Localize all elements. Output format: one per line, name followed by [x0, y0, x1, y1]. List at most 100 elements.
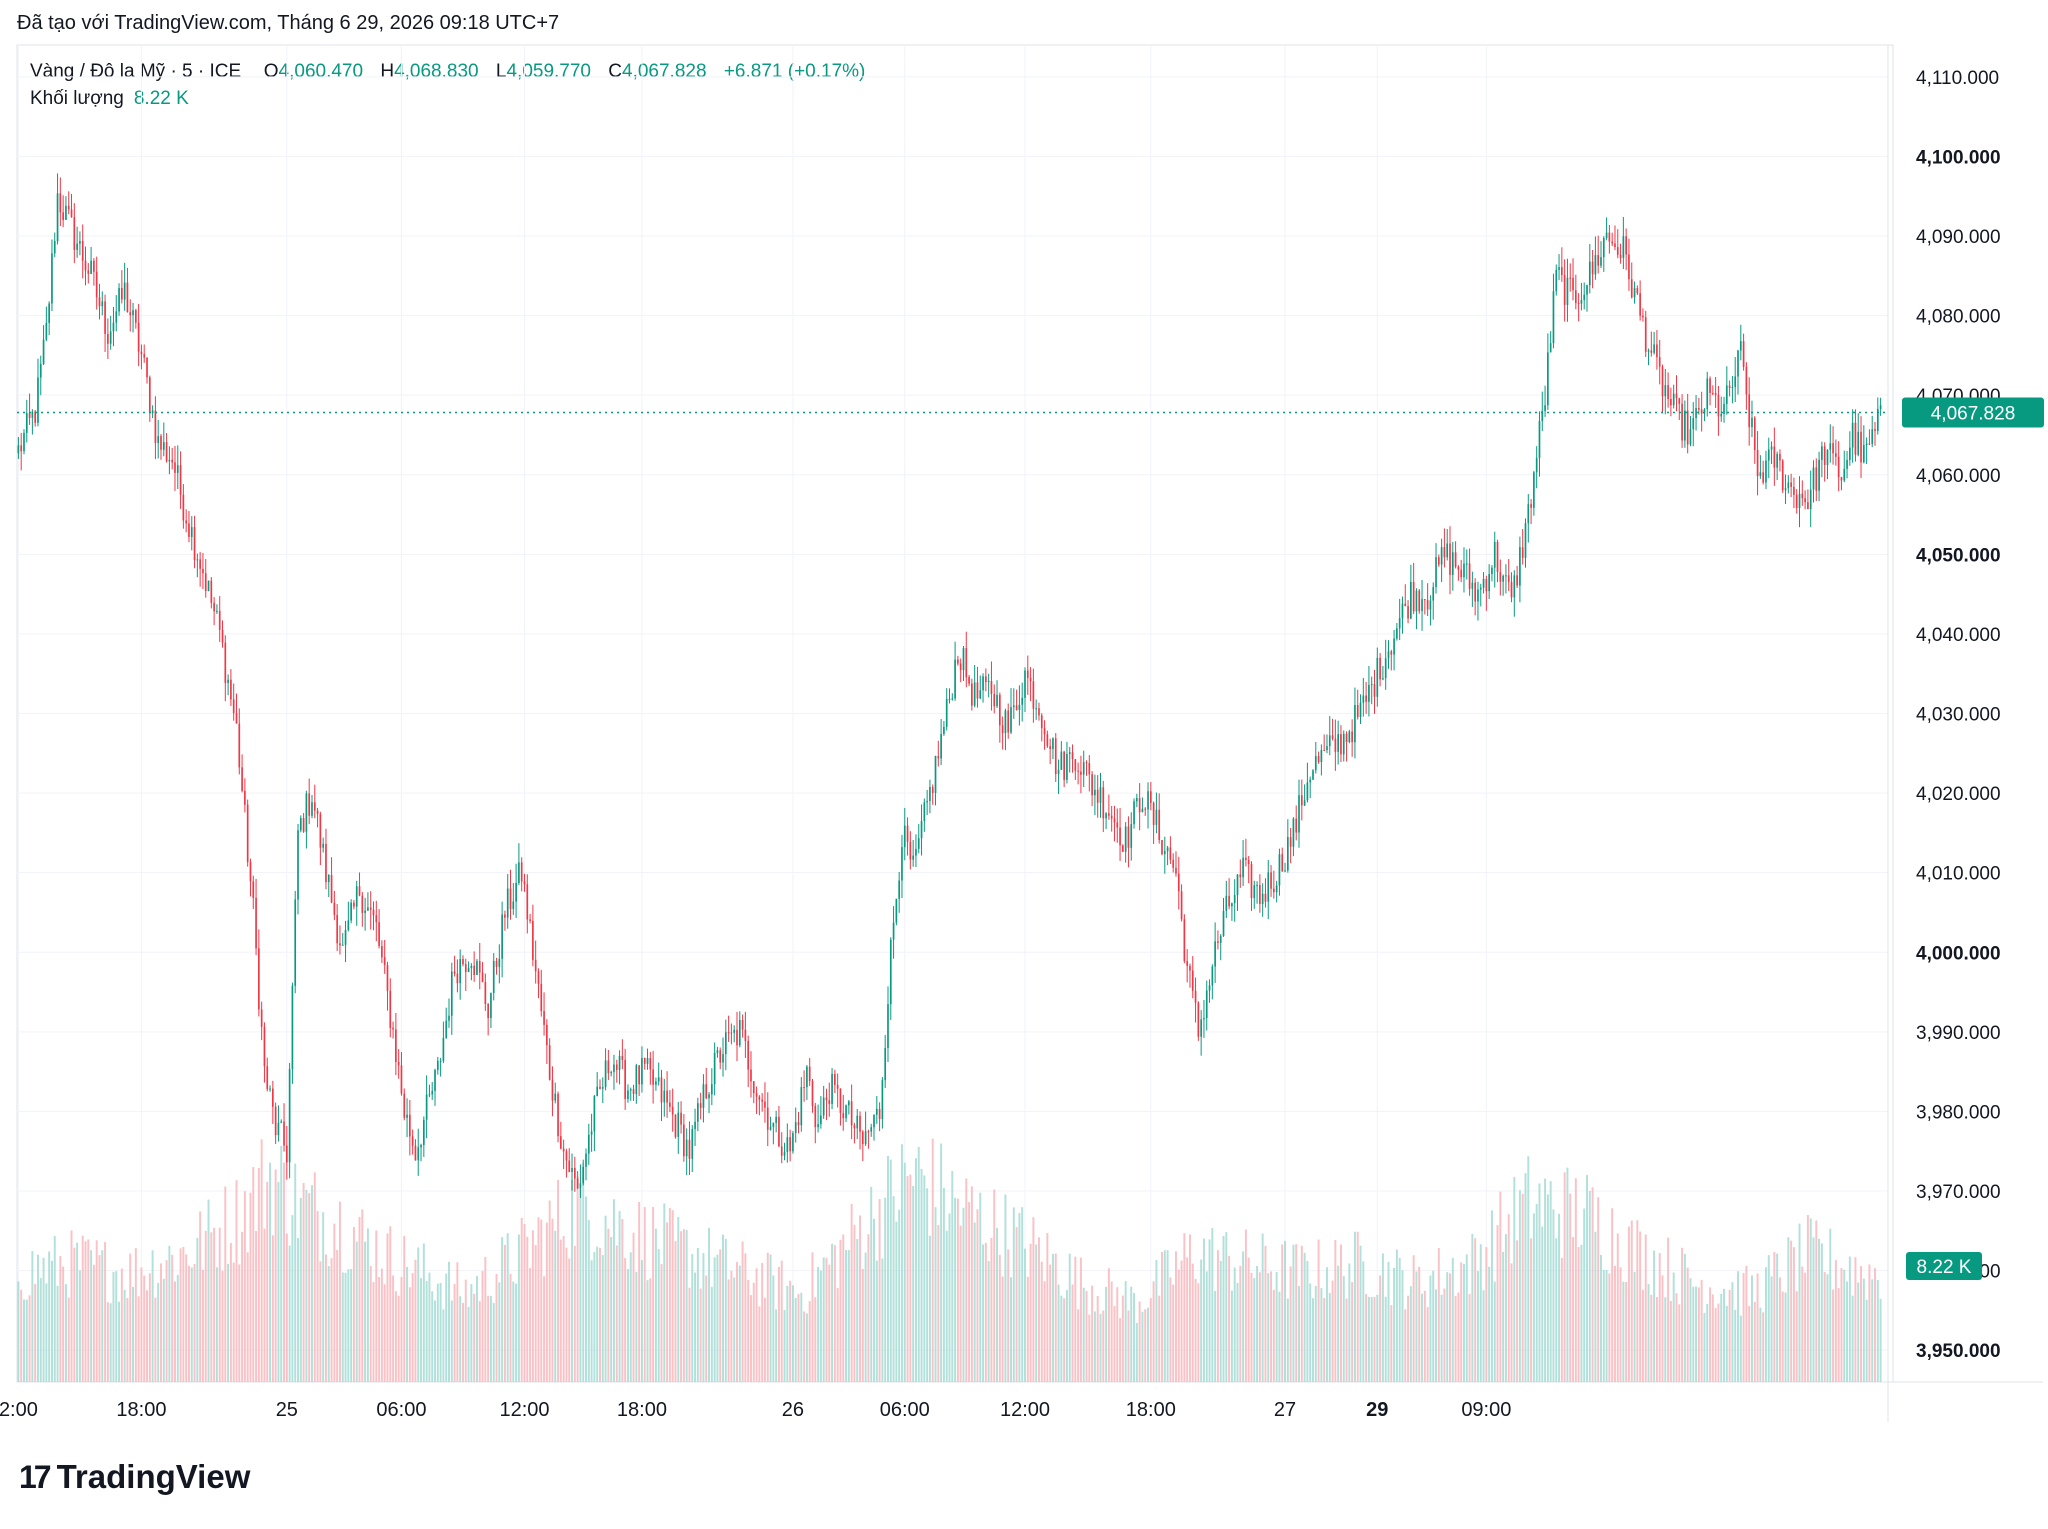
volume-bar [1818, 1238, 1821, 1382]
volume-bar [56, 1285, 59, 1382]
volume-bar [1672, 1272, 1675, 1382]
volume-bar [1695, 1286, 1698, 1382]
candle-body [1619, 254, 1622, 258]
volume-bar [274, 1169, 277, 1382]
candle-body [501, 914, 503, 959]
candle-body [697, 1103, 699, 1122]
volume-bar [1608, 1273, 1611, 1382]
volume-bar [1832, 1289, 1835, 1382]
candle-body [683, 1124, 685, 1157]
volume-bar [338, 1201, 341, 1382]
volume-bar [1082, 1287, 1085, 1382]
volume-bar [1435, 1289, 1438, 1382]
candle-body [750, 1069, 752, 1082]
candle-body [1664, 385, 1667, 397]
candle-body [1868, 443, 1871, 445]
volume-bar [654, 1228, 657, 1382]
volume-bar [934, 1207, 937, 1382]
candle-body [1373, 684, 1376, 697]
volume-bar [657, 1249, 660, 1382]
volume-bar [143, 1275, 146, 1382]
tradingview-wordmark: TradingView [56, 1458, 251, 1495]
candle-body [1804, 498, 1806, 503]
candle-body [364, 910, 366, 913]
volume-bar [1359, 1245, 1362, 1382]
volume-bar [1440, 1294, 1443, 1382]
volume-bar [1250, 1273, 1253, 1382]
volume-bar [889, 1159, 892, 1382]
volume-bar [758, 1306, 761, 1382]
volume-bar [959, 1225, 962, 1382]
volume-bar [470, 1284, 473, 1382]
x-tick-label: 06:00 [880, 1399, 930, 1421]
volume-bar [1004, 1194, 1007, 1382]
candle-body [397, 1062, 400, 1066]
candle-body [898, 880, 901, 899]
candle-body [920, 820, 923, 839]
volume-bar [1233, 1267, 1236, 1382]
candle-body [280, 1121, 283, 1123]
volume-label[interactable]: Khối lượng [30, 88, 124, 109]
candle-body [551, 1079, 554, 1101]
candle-body [557, 1093, 559, 1137]
candle-body [811, 1081, 814, 1106]
volume-bar [1675, 1293, 1678, 1382]
volume-bar [1037, 1237, 1040, 1382]
candle-body [1136, 798, 1138, 802]
candle-body [878, 1108, 881, 1120]
candle-body [1275, 885, 1278, 893]
candle-body [1854, 422, 1857, 455]
volume-bar [501, 1237, 504, 1382]
candle-body [1328, 735, 1331, 747]
volume-bar [621, 1218, 624, 1382]
candle-body [1737, 350, 1739, 377]
volume-bar [666, 1222, 669, 1382]
volume-bar [1846, 1281, 1849, 1382]
candle-body [554, 1093, 557, 1101]
volume-bar [210, 1232, 213, 1382]
candle-body [1588, 261, 1591, 286]
volume-bar [1773, 1252, 1776, 1382]
volume-bar [825, 1257, 828, 1382]
candle-body [912, 855, 914, 860]
volume-bar [411, 1273, 414, 1382]
volume-bar [604, 1215, 607, 1382]
candle-body [1214, 941, 1216, 967]
volume-bar [238, 1264, 241, 1382]
candle-body [1208, 985, 1211, 991]
candle-body [140, 351, 143, 355]
volume-bar [1521, 1193, 1524, 1382]
volume-bar [319, 1261, 322, 1382]
volume-bar [146, 1290, 148, 1382]
candle-body [1781, 460, 1784, 491]
volume-bar [162, 1278, 165, 1382]
candle-body [146, 357, 148, 378]
candle-body [39, 363, 42, 378]
volume-bar [1876, 1280, 1879, 1382]
volume-bar [965, 1178, 968, 1382]
volume-bar [1490, 1210, 1493, 1382]
candle-body [1063, 751, 1065, 780]
volume-bar [582, 1162, 585, 1382]
candle-body [1242, 857, 1244, 878]
volume-bar [976, 1209, 979, 1382]
last-price-tag [1902, 397, 2044, 428]
volume-bar [839, 1239, 842, 1382]
volume-bar [1725, 1305, 1728, 1382]
volume-bar [84, 1241, 87, 1382]
volume-bar [1513, 1176, 1516, 1382]
volume-bar [769, 1254, 772, 1382]
volume-bar [727, 1279, 730, 1382]
volume-bar [783, 1309, 786, 1382]
volume-bar [1007, 1249, 1010, 1382]
candle-body [1122, 845, 1124, 852]
volume-bar [850, 1204, 853, 1382]
candle-body [794, 1122, 797, 1134]
candle-body [59, 193, 62, 213]
candle-body [523, 881, 526, 885]
volume-bar [559, 1239, 562, 1382]
volume-bar [352, 1226, 355, 1382]
volume-bar [1597, 1197, 1600, 1382]
volume-bar [1144, 1309, 1147, 1382]
